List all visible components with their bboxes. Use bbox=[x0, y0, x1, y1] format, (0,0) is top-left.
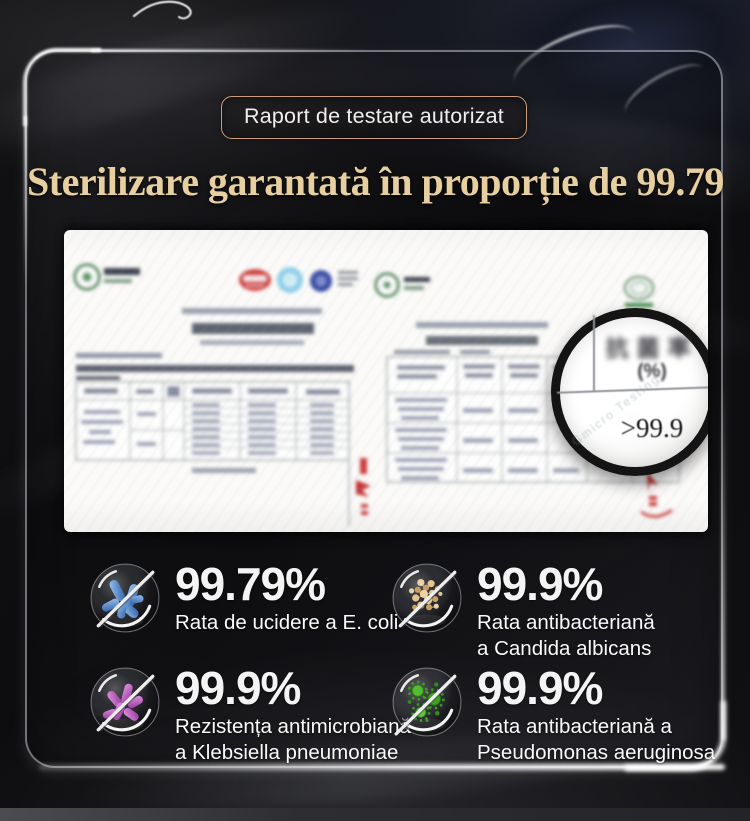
green-lab-logo bbox=[73, 263, 101, 291]
certificate-report: Gmicro Testing 抗菌率 (%) >99.9 Gmicro Test… bbox=[64, 230, 708, 532]
magnifier-lens: 抗菌率 (%) >99.9 Gmicro Testing bbox=[551, 308, 708, 476]
klebsiella-pneumoniae-icon bbox=[90, 667, 160, 737]
stat-pseudomonas-aeruginosa: 99.9% Rata antibacteriană a Pseudomonas a… bbox=[390, 662, 715, 766]
magnifier-unit-text: (%) bbox=[637, 361, 667, 382]
frame-highlight bbox=[91, 49, 371, 52]
bottom-band bbox=[0, 808, 750, 821]
cma-red-logo bbox=[239, 269, 271, 291]
navy-cert-logo bbox=[310, 270, 332, 292]
stat-e-coli: 99.79% Rata de ucidere a E. coli bbox=[88, 558, 398, 636]
stat-candida-albicans: 99.9% Rata antibacteriană a Candida albic… bbox=[390, 558, 655, 662]
table-line bbox=[593, 315, 595, 391]
stat-label: Rezistența antimicrobiană a Klebsiella pn… bbox=[175, 715, 411, 764]
headline: Sterilizare garantată în proporție de 99… bbox=[27, 159, 724, 204]
green-lab-logo bbox=[374, 272, 400, 298]
stat-klebsiella-pneumoniae: 99.9% Rezistența antimicrobiană a Klebsie… bbox=[88, 662, 411, 766]
glass-frame: Raport de testare autorizat Sterilizare … bbox=[23, 48, 726, 771]
light-squiggle bbox=[132, 0, 192, 20]
magnifier-value-text: >99.9 bbox=[620, 413, 684, 443]
green-emblem bbox=[624, 276, 654, 300]
pseudomonas-aeruginosa-icon bbox=[392, 667, 462, 737]
stat-value: 99.9% bbox=[477, 558, 603, 610]
stat-label: Rata de ucidere a E. coli bbox=[175, 611, 399, 634]
frame-highlight bbox=[721, 382, 725, 740]
frame-highlight bbox=[23, 48, 101, 126]
e-coli-bacteria-icon bbox=[90, 563, 160, 633]
magnifier-header-text: 抗菌率 bbox=[605, 335, 699, 361]
stat-value: 99.9% bbox=[477, 662, 603, 714]
stat-label: Rata antibacteriană a Candida albicans bbox=[477, 611, 655, 660]
candida-albicans-icon bbox=[392, 563, 462, 633]
stat-label: Rata antibacteriană a Pseudomonas aerugin… bbox=[477, 715, 716, 764]
badge-label: Raport de testare autorizat bbox=[244, 104, 504, 128]
stat-value: 99.9% bbox=[175, 662, 301, 714]
report-badge: Raport de testare autorizat bbox=[221, 96, 527, 139]
blue-cert-logo bbox=[277, 267, 303, 293]
stat-value: 99.79% bbox=[175, 558, 326, 610]
